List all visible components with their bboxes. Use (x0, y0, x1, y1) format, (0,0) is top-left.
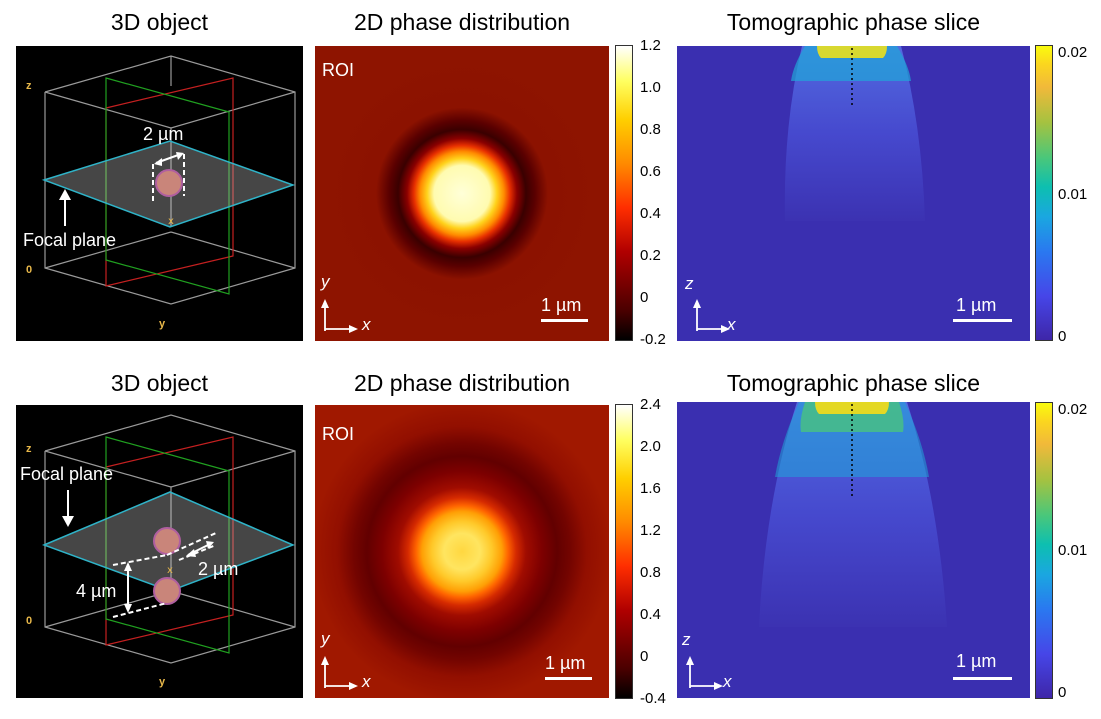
row1-tomo-axis-z: z (685, 274, 694, 293)
row2-tomo-axis-z: z (682, 630, 691, 649)
row1-phase-tick: -0.2 (640, 331, 666, 348)
row2-phase-tick: 0.4 (640, 606, 661, 623)
row1-phase-colorbar (615, 45, 633, 341)
row1-phase-scale-label: 1 µm (541, 295, 582, 315)
row1-3d-axis-zero: 0 (26, 264, 33, 276)
row2-3d-render: x (41, 414, 296, 664)
row1-tomo-render (693, 46, 925, 333)
row1-phase-tick: 0.8 (640, 121, 661, 138)
row2-phase-axes (321, 656, 358, 690)
row1-phase-tick: 1.0 (640, 79, 661, 96)
row2-phase-tick: 1.2 (640, 522, 661, 539)
row2-phase-tick: 2.4 (640, 396, 661, 413)
row2-focal-plane-label: Focal plane (20, 464, 114, 484)
row1-dimension-label: 2 µm (143, 124, 184, 144)
svg-text:x: x (168, 216, 174, 227)
row1-tomo-scale-label: 1 µm (956, 295, 997, 315)
row2-tomo-scale-label: 1 µm (956, 651, 997, 671)
row2-phase-axis-y: y (321, 629, 330, 648)
row1-tomo-axis-x: x (727, 315, 736, 334)
row1-phase-tick: 1.2 (640, 37, 661, 54)
row1-3d-axis-z: z (26, 80, 32, 92)
row1-phase-tick: 0.2 (640, 247, 661, 264)
row2-tomo-scale-bar (953, 677, 1012, 680)
row2-tomo-axis-x: x (723, 672, 732, 691)
row1-3d-render: x (41, 55, 296, 305)
row1-tomo-colorbar (1035, 45, 1053, 341)
row2-tomo-tick: 0.02 (1058, 401, 1088, 418)
row1-focal-plane-label: Focal plane (23, 230, 117, 250)
row1-3d-axis-y: y (159, 318, 166, 330)
row2-phase-tick: 2.0 (640, 438, 661, 455)
row2-3d-axis-zero: 0 (26, 615, 33, 627)
row2-phase-colorbar (615, 404, 633, 699)
row1-phase-title: 2D phase distribution (353, 9, 571, 35)
svg-text:x: x (167, 565, 173, 576)
row1-phase-tick: 0 (640, 289, 649, 306)
row1-phase-map: ROI 1 µm y x (315, 46, 609, 341)
row2-3d-axis-z: z (26, 443, 32, 455)
row2-tomo-colorbar (1035, 402, 1053, 699)
row2-phase-tick: -0.4 (640, 690, 666, 707)
row2-phase-title: 2D phase distribution (353, 370, 571, 396)
row2-phase-scale-bar (545, 677, 592, 680)
row2-dimension-label-4um: 4 µm (76, 581, 117, 601)
row1-obj-title: 3D object (110, 9, 209, 35)
row2-tomo-tick: 0.01 (1058, 542, 1088, 559)
row2-tomo-tick: 0 (1058, 684, 1067, 701)
row1-3d-object-panel: x Focal plane 2 µm z 0 y (16, 46, 303, 341)
row1-phase-scale-bar (541, 319, 588, 322)
row1-tomo-tick: 0.01 (1058, 186, 1088, 203)
row1-roi-label: ROI (322, 60, 355, 80)
row2-phase-tick: 1.6 (640, 480, 661, 497)
row2-phase-axis-x: x (362, 672, 371, 691)
row1-tomo-scale-bar (953, 319, 1012, 322)
row2-roi-label: ROI (322, 424, 355, 444)
row2-tomo-render (686, 402, 947, 690)
row2-obj-title: 3D object (110, 370, 209, 396)
row2-phase-scale-label: 1 µm (545, 653, 586, 673)
row1-tomo-tick: 0 (1058, 328, 1067, 345)
row2-phase-map: ROI 1 µm y x (315, 405, 609, 698)
row1-tomo-title: Tomographic phase slice (726, 9, 981, 35)
row1-phase-tick: 0.4 (640, 205, 661, 222)
row2-phase-tick: 0 (640, 648, 649, 665)
row2-3d-object-panel: x Focal plane 2 µm 4 µm z 0 y (16, 405, 303, 698)
row1-tomo-tick: 0.02 (1058, 44, 1088, 61)
row1-phase-axis-y: y (321, 272, 330, 291)
row1-tomo-slice: 1 µm z x (677, 46, 1030, 341)
row2-phase-tick: 0.8 (640, 564, 661, 581)
row1-phase-axes (321, 299, 358, 333)
row2-dimension-label-2um: 2 µm (198, 559, 239, 579)
row2-tomo-title: Tomographic phase slice (726, 370, 981, 396)
row1-phase-axis-x: x (362, 315, 371, 334)
row2-tomo-slice: 1 µm z x (677, 402, 1030, 698)
row2-3d-axis-y: y (159, 676, 166, 688)
row1-phase-tick: 0.6 (640, 163, 661, 180)
